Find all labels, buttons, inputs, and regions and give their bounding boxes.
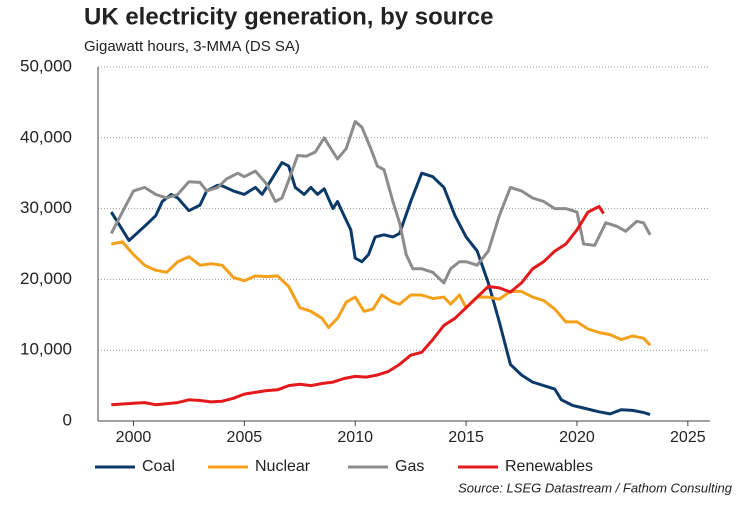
- y-tick-label: 10,000: [20, 340, 72, 359]
- legend-label: Coal: [142, 458, 175, 475]
- y-tick-label: 40,000: [20, 127, 72, 146]
- y-tick-label: 30,000: [20, 198, 72, 217]
- y-tick-label: 0: [63, 410, 72, 429]
- x-tick-label: 2005: [227, 429, 263, 446]
- legend-label: Renewables: [505, 458, 593, 475]
- series-line: [109, 120, 652, 285]
- chart-subtitle: Gigawatt hours, 3-MMA (DS SA): [84, 38, 300, 55]
- x-tick-label: 2015: [448, 429, 484, 446]
- y-tick-label: 20,000: [20, 269, 72, 288]
- series-line: [110, 161, 651, 417]
- x-tick-label: 2010: [337, 429, 373, 446]
- chart-title: UK electricity generation, by source: [84, 3, 493, 30]
- series-line: [111, 240, 652, 347]
- source-note: Source: LSEG Datastream / Fathom Consult…: [458, 480, 733, 495]
- series-line: [111, 205, 605, 407]
- x-tick-label: 2020: [559, 429, 595, 446]
- legend-label: Nuclear: [255, 458, 311, 475]
- y-tick-label: 50,000: [20, 56, 72, 75]
- x-tick-label: 2000: [116, 429, 152, 446]
- x-tick-label: 2025: [670, 429, 706, 446]
- legend-label: Gas: [395, 458, 424, 475]
